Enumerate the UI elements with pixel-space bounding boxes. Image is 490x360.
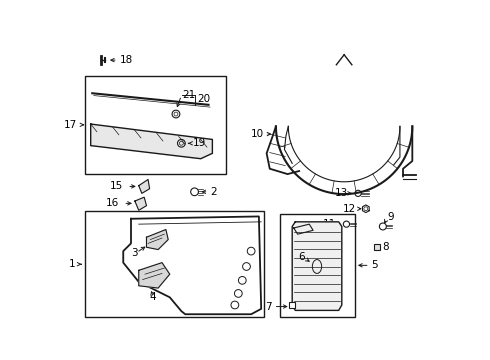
Text: 12: 12	[343, 204, 356, 214]
Bar	[84, 211, 264, 317]
Polygon shape	[147, 230, 168, 249]
Text: 8: 8	[382, 242, 389, 252]
Text: 18: 18	[120, 55, 133, 65]
Polygon shape	[91, 124, 212, 159]
Polygon shape	[294, 224, 313, 234]
Text: 17: 17	[64, 120, 77, 130]
Polygon shape	[363, 205, 369, 213]
Text: 13: 13	[335, 188, 348, 198]
Text: 9: 9	[388, 212, 394, 222]
Text: 7: 7	[266, 302, 272, 311]
Polygon shape	[139, 180, 149, 193]
Polygon shape	[292, 222, 342, 310]
Text: 1: 1	[69, 259, 75, 269]
Text: 21: 21	[182, 90, 196, 100]
Text: 4: 4	[149, 292, 156, 302]
Text: 2: 2	[210, 187, 217, 197]
Text: 16: 16	[106, 198, 120, 208]
Text: 15: 15	[110, 181, 123, 192]
Polygon shape	[139, 263, 170, 288]
Text: 19: 19	[193, 138, 206, 148]
Text: 11: 11	[323, 219, 336, 229]
Text: 10: 10	[251, 129, 264, 139]
Text: 5: 5	[371, 260, 378, 270]
Text: 20: 20	[197, 94, 210, 104]
Text: 6: 6	[298, 252, 305, 262]
Text: 3: 3	[131, 248, 138, 258]
Bar	[84, 76, 226, 174]
Polygon shape	[135, 197, 147, 210]
Text: 14: 14	[319, 225, 333, 235]
Bar	[280, 214, 355, 316]
